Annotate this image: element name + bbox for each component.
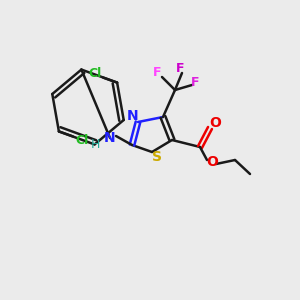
Text: F: F [153, 65, 161, 79]
Text: Cl: Cl [75, 134, 88, 147]
Text: H: H [90, 139, 100, 152]
Text: N: N [104, 131, 116, 145]
Text: N: N [127, 109, 139, 123]
Text: O: O [206, 155, 218, 169]
Text: S: S [152, 150, 162, 164]
Text: O: O [209, 116, 221, 130]
Text: Cl: Cl [88, 67, 102, 80]
Text: F: F [176, 61, 184, 74]
Text: F: F [191, 76, 199, 88]
